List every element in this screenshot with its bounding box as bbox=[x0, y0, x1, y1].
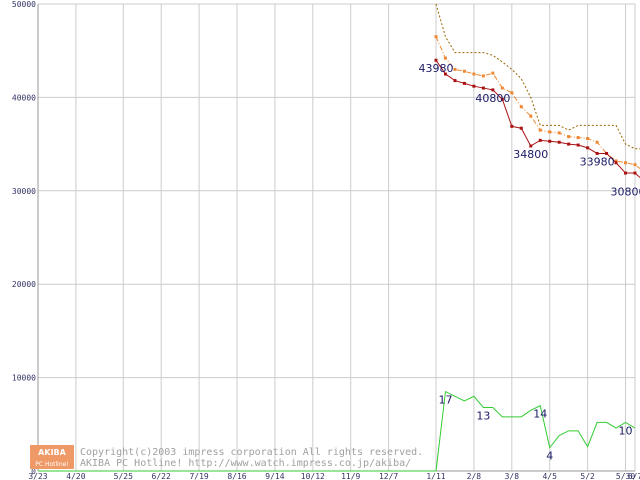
series-point-2 bbox=[633, 171, 637, 175]
x-tick-label: 3/8 bbox=[505, 472, 520, 480]
x-tick-label: 5/2 bbox=[580, 472, 595, 480]
data-labels: 43980 40800 34800 33980 30800 17 13 14 4 10 bbox=[419, 62, 640, 462]
series-point-1 bbox=[624, 161, 628, 165]
data-label: 33980 bbox=[580, 155, 615, 168]
series-point-1 bbox=[576, 136, 580, 140]
series-line-2 bbox=[435, 59, 640, 179]
series-line-0 bbox=[435, 3, 640, 150]
y-tick-label: 20000 bbox=[12, 280, 36, 289]
x-tick-label: 6/22 bbox=[152, 472, 171, 480]
logo-subtext: PC Hotline! bbox=[35, 461, 68, 468]
chart-series bbox=[38, 3, 640, 472]
series-point-1 bbox=[633, 163, 637, 167]
series-point-2 bbox=[443, 72, 447, 76]
data-label: 17 bbox=[438, 394, 452, 407]
series-point-1 bbox=[510, 91, 514, 95]
series-point-2 bbox=[624, 171, 628, 175]
series-point-2 bbox=[472, 84, 476, 88]
series-point-2 bbox=[434, 58, 438, 62]
series-point-2 bbox=[481, 86, 485, 90]
logo-text: AKIBA bbox=[38, 448, 66, 457]
series-point-2 bbox=[586, 146, 590, 150]
series-point-1 bbox=[548, 130, 552, 134]
series-point-1 bbox=[491, 71, 495, 75]
series-point-2 bbox=[462, 81, 466, 85]
series-point-2 bbox=[491, 88, 495, 92]
x-tick-label: 3/23 bbox=[28, 472, 47, 480]
x-tick-label: 4/20 bbox=[66, 472, 85, 480]
series-point-2 bbox=[538, 138, 542, 142]
x-tick-label: 5/30 bbox=[616, 472, 635, 480]
data-label: 10 bbox=[619, 424, 633, 437]
x-axis: 3/23 4/20 5/25 6/22 7/19 8/16 9/14 10/12 11/9 12/… bbox=[28, 472, 640, 480]
series-point-1 bbox=[557, 131, 561, 135]
series-point-2 bbox=[519, 126, 523, 130]
series-point-1 bbox=[500, 86, 504, 90]
y-axis: 0 10000 20000 30000 40000 50000 bbox=[12, 0, 36, 476]
series-point-1 bbox=[443, 56, 447, 60]
series-point-2 bbox=[510, 124, 514, 128]
x-tick-label: 9/14 bbox=[265, 472, 284, 480]
y-tick-label: 10000 bbox=[12, 374, 36, 383]
data-label: 43980 bbox=[419, 62, 454, 75]
x-tick-label: 5/25 bbox=[114, 472, 133, 480]
series-point-2 bbox=[576, 143, 580, 147]
x-tick-label: 6/7 bbox=[628, 472, 640, 480]
series-point-2 bbox=[614, 161, 618, 165]
x-tick-label: 10/12 bbox=[301, 472, 325, 480]
series-point-1 bbox=[434, 35, 438, 39]
series-point-1 bbox=[529, 114, 533, 118]
x-tick-label: 1/11 bbox=[426, 472, 445, 480]
series-point-1 bbox=[586, 136, 590, 140]
series-point-1 bbox=[462, 69, 466, 73]
chart-grid bbox=[37, 3, 636, 472]
series-point-1 bbox=[614, 159, 618, 163]
series-point-2 bbox=[557, 140, 561, 144]
series-point-1 bbox=[519, 105, 523, 109]
y-tick-label: 50000 bbox=[12, 0, 36, 9]
series-line-3 bbox=[38, 390, 636, 472]
series-point-2 bbox=[500, 97, 504, 101]
x-tick-label: 8/16 bbox=[227, 472, 246, 480]
series-point-1 bbox=[567, 135, 571, 139]
data-label: 40800 bbox=[475, 92, 510, 105]
x-tick-label: 12/7 bbox=[379, 472, 398, 480]
series-point-2 bbox=[595, 151, 599, 155]
x-tick-label: 11/9 bbox=[341, 472, 360, 480]
series-line-1 bbox=[435, 36, 640, 170]
data-label: 14 bbox=[533, 408, 547, 421]
x-tick-label: 4/5 bbox=[542, 472, 557, 480]
series-point-1 bbox=[481, 74, 485, 78]
series-point-2 bbox=[605, 151, 609, 155]
site-url-text: AKIBA PC Hotline! http://www.watch.impre… bbox=[80, 458, 411, 469]
series-point-2 bbox=[567, 142, 571, 146]
series-point-2 bbox=[453, 79, 457, 83]
series-point-1 bbox=[538, 128, 542, 132]
series-point-1 bbox=[472, 72, 476, 76]
watermark: AKIBA PC Hotline! Copyright(c)2003 impre… bbox=[30, 445, 423, 469]
series-point-2 bbox=[548, 139, 552, 143]
data-label: 30800 bbox=[611, 185, 640, 198]
data-label: 4 bbox=[546, 450, 553, 463]
x-tick-label: 7/19 bbox=[189, 472, 208, 480]
y-tick-label: 30000 bbox=[12, 187, 36, 196]
x-tick-label: 2/8 bbox=[467, 472, 482, 480]
series-point-1 bbox=[453, 67, 457, 71]
series-point-2 bbox=[529, 144, 533, 148]
logo-box bbox=[30, 445, 74, 469]
copyright-text: Copyright(c)2003 impress corporation All… bbox=[80, 447, 423, 458]
y-tick-label: 40000 bbox=[12, 93, 36, 102]
data-label: 34800 bbox=[513, 148, 548, 161]
data-label: 13 bbox=[476, 409, 490, 422]
series-point-1 bbox=[595, 140, 599, 144]
y-tick-label: 0 bbox=[31, 467, 36, 476]
